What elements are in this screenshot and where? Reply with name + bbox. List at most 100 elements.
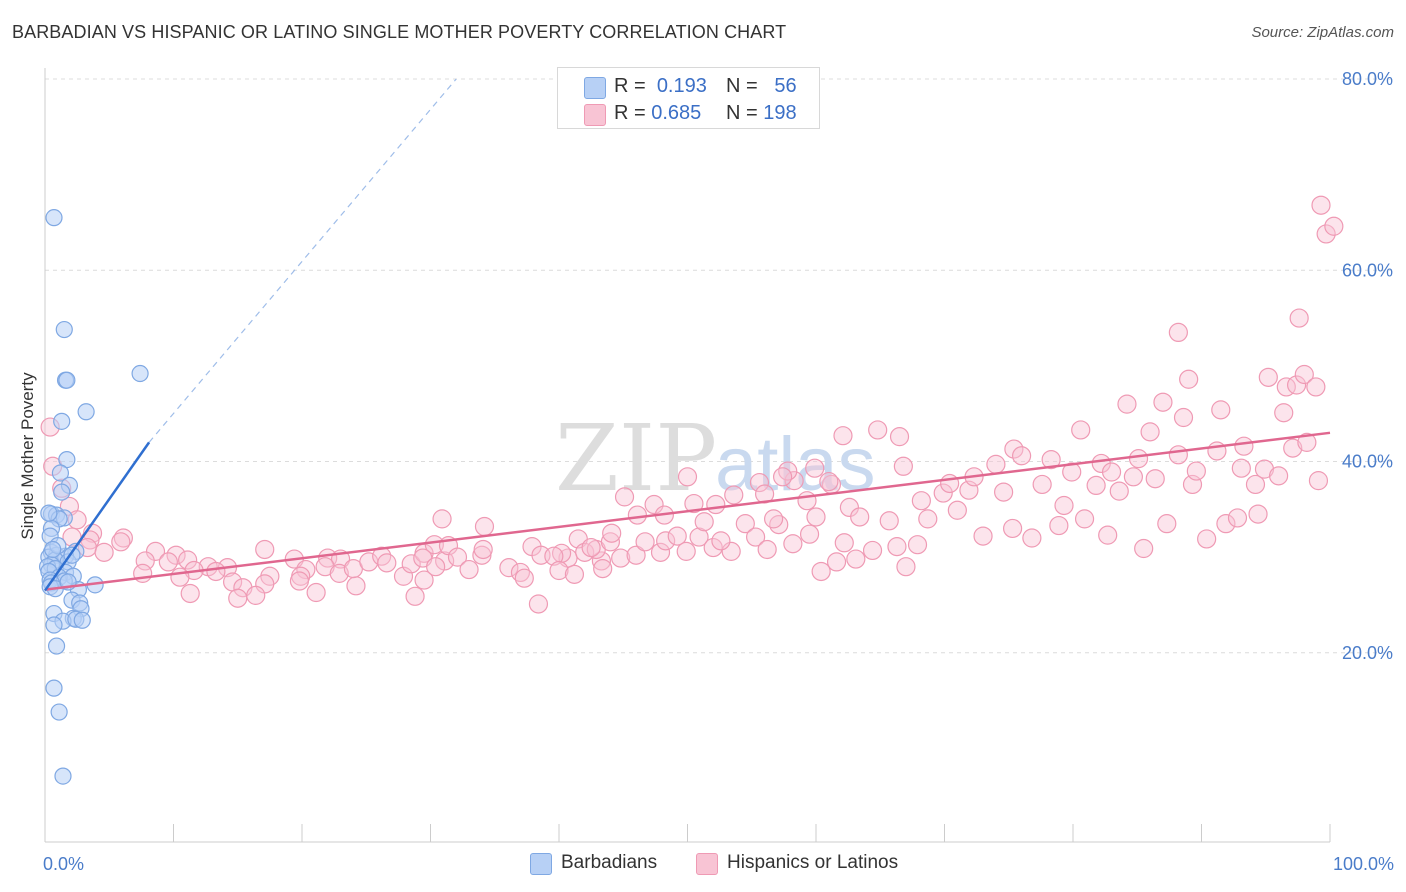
point-barbadians	[53, 412, 71, 430]
legend-label: Hispanics or Latinos	[727, 852, 899, 873]
point-hispanics	[797, 491, 817, 511]
watermark: ZIP atlas	[555, 405, 876, 512]
point-barbadians	[55, 320, 73, 339]
point-hispanics	[635, 532, 655, 552]
point-hispanics	[1071, 420, 1091, 440]
point-hispanics	[769, 515, 789, 535]
point-hispanics	[499, 558, 519, 578]
point-hispanics	[306, 582, 326, 603]
point-hispanics	[1004, 439, 1024, 459]
point-hispanics	[289, 571, 310, 591]
point-hispanics	[474, 516, 495, 537]
point-hispanics	[918, 509, 938, 529]
point-hispanics	[111, 532, 131, 552]
legend-swatch-pink	[584, 104, 606, 126]
gridlines	[45, 78, 1392, 654]
point-hispanics	[1324, 216, 1344, 236]
point-hispanics	[401, 554, 421, 574]
point-barbadians	[47, 637, 66, 655]
point-hispanics	[1109, 481, 1129, 501]
point-hispanics	[1258, 367, 1278, 387]
point-hispanics	[887, 537, 907, 557]
point-hispanics	[424, 535, 444, 555]
point-hispanics	[611, 548, 631, 568]
point-hispanics	[706, 494, 726, 515]
legend-swatch-blue	[530, 853, 552, 875]
point-hispanics	[627, 505, 647, 525]
point-hispanics	[805, 458, 825, 478]
point-barbadians	[45, 209, 63, 227]
watermark-zip: ZIP	[555, 405, 717, 512]
point-hispanics	[711, 531, 731, 551]
point-hispanics	[1294, 364, 1314, 385]
point-hispanics	[1173, 407, 1194, 428]
point-hispanics	[346, 576, 366, 596]
point-hispanics	[1234, 436, 1254, 456]
point-hispanics	[896, 557, 916, 577]
point-hispanics	[735, 514, 755, 534]
point-barbadians	[131, 364, 149, 383]
point-hispanics	[591, 551, 612, 571]
point-hispanics	[581, 537, 601, 558]
point-hispanics	[246, 585, 266, 605]
x-tick-label: 100.0%	[1333, 854, 1394, 874]
point-barbadians	[77, 403, 95, 421]
point-hispanics	[206, 561, 226, 582]
point-hispanics	[1062, 462, 1082, 482]
point-hispanics	[907, 535, 928, 555]
point-hispanics	[772, 467, 793, 487]
point-hispanics	[514, 568, 534, 588]
point-barbadians	[54, 767, 72, 785]
point-barbadians	[50, 703, 68, 721]
y-tick-label: 80.0%	[1342, 69, 1393, 89]
point-hispanics	[749, 472, 770, 493]
point-hispanics	[1308, 471, 1329, 491]
point-hispanics	[1311, 195, 1331, 215]
point-hispanics	[1297, 432, 1317, 452]
point-hispanics	[1011, 446, 1032, 466]
point-hispanics	[426, 557, 446, 577]
point-hispanics	[1316, 224, 1336, 244]
point-hispanics	[158, 552, 178, 572]
point-hispanics	[656, 531, 676, 551]
point-hispanics	[973, 526, 993, 546]
point-hispanics	[757, 539, 777, 560]
point-hispanics	[447, 547, 468, 567]
point-hispanics	[684, 493, 704, 514]
source-label: Source: ZipAtlas.com	[1251, 24, 1394, 41]
point-hispanics	[1197, 529, 1217, 549]
point-hispanics	[846, 549, 866, 569]
point-hispanics	[986, 454, 1006, 474]
point-hispanics	[1157, 514, 1177, 534]
point-hispanics	[178, 550, 198, 570]
point-hispanics	[1231, 458, 1251, 478]
point-hispanics	[1032, 474, 1052, 495]
point-hispanics	[1074, 509, 1095, 529]
point-hispanics	[933, 483, 953, 503]
point-hispanics	[834, 533, 854, 553]
point-hispanics	[1022, 528, 1042, 548]
legend-r: R = 0.193	[614, 75, 707, 97]
point-hispanics	[994, 482, 1014, 502]
legend-swatch-pink	[696, 853, 718, 875]
point-hispanics	[593, 558, 613, 579]
point-hispanics	[1306, 377, 1326, 397]
point-hispanics	[94, 542, 114, 562]
point-hispanics	[1098, 525, 1118, 545]
point-hispanics	[170, 567, 190, 587]
point-barbadians	[58, 371, 76, 389]
y-tick-label: 60.0%	[1342, 260, 1393, 280]
point-hispanics	[473, 539, 493, 560]
y-tick-label: 20.0%	[1342, 643, 1393, 663]
axes	[44, 68, 1331, 843]
point-hispanics	[1186, 461, 1206, 481]
point-hispanics	[549, 560, 569, 581]
chart-title: BARBADIAN VS HISPANIC OR LATINO SINGLE M…	[12, 22, 787, 42]
point-hispanics	[724, 485, 744, 505]
point-barbadians	[73, 611, 91, 629]
x-tick-label: 0.0%	[43, 854, 84, 874]
point-hispanics	[947, 500, 967, 520]
point-hispanics	[1216, 514, 1236, 534]
point-hispanics	[667, 526, 687, 546]
point-hispanics	[414, 570, 434, 590]
